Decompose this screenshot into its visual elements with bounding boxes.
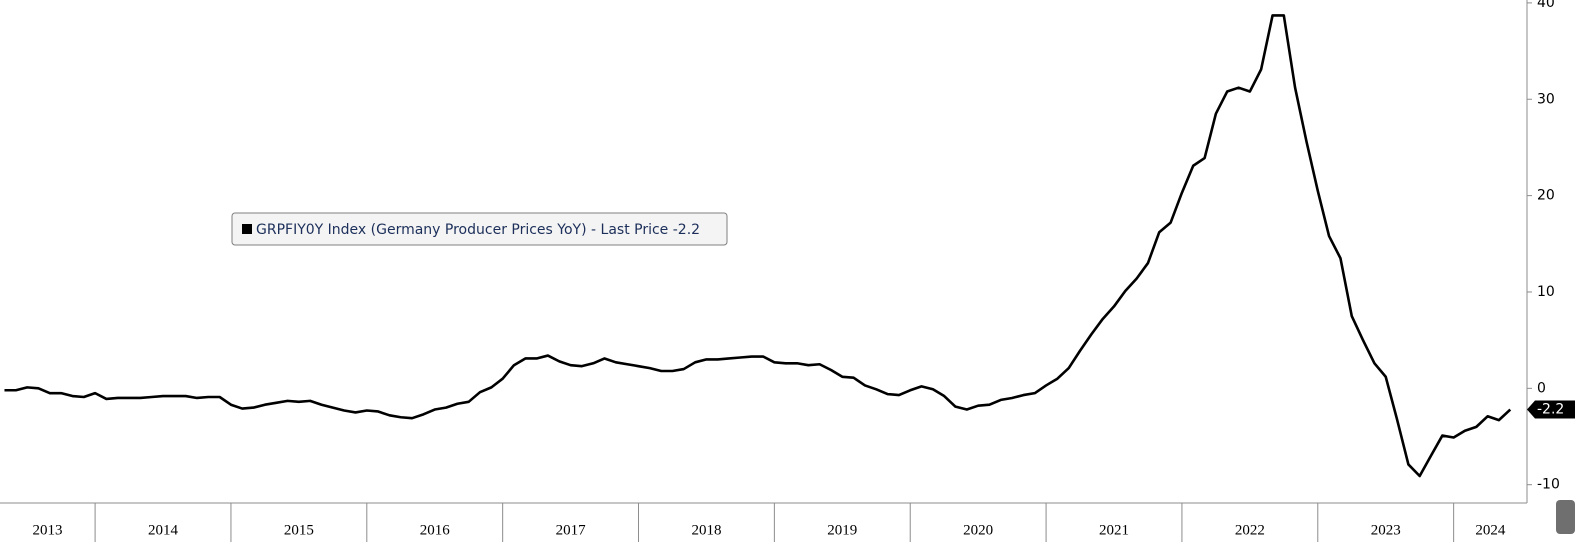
y-tick-label: 10 [1537, 284, 1555, 300]
y-tick-label: 0 [1537, 380, 1546, 396]
x-tick-label: 2013 [33, 522, 63, 538]
series-line [4, 14, 1512, 478]
y-tick-label: -10 [1537, 477, 1560, 493]
y-tick-label: 30 [1537, 91, 1555, 107]
y-tick-label: 40 [1537, 0, 1555, 11]
legend: GRPFIY0Y Index (Germany Producer Prices … [231, 212, 728, 246]
x-tick-label: 2014 [148, 522, 179, 538]
last-value-label: -2.2 [1537, 402, 1564, 418]
legend-swatch [242, 224, 252, 234]
last-value-tag [1527, 400, 1575, 419]
corner-icon [1556, 500, 1575, 534]
x-tick-label: 2019 [827, 522, 857, 538]
legend-label: GRPFIY0Y Index (Germany Producer Prices … [256, 222, 700, 238]
x-tick-label: 2023 [1371, 522, 1401, 538]
x-tick-label: 2015 [284, 522, 314, 538]
x-tick-label: 2016 [420, 522, 451, 538]
x-tick-label: 2022 [1235, 522, 1265, 538]
legend-box [231, 212, 728, 246]
x-tick-label: 2017 [556, 522, 587, 538]
x-tick-label: 2024 [1475, 522, 1506, 538]
x-tick-label: 2020 [963, 522, 993, 538]
x-tick-label: 2018 [691, 522, 721, 538]
x-tick-label: 2021 [1099, 522, 1129, 538]
y-tick-label: 20 [1537, 188, 1555, 204]
